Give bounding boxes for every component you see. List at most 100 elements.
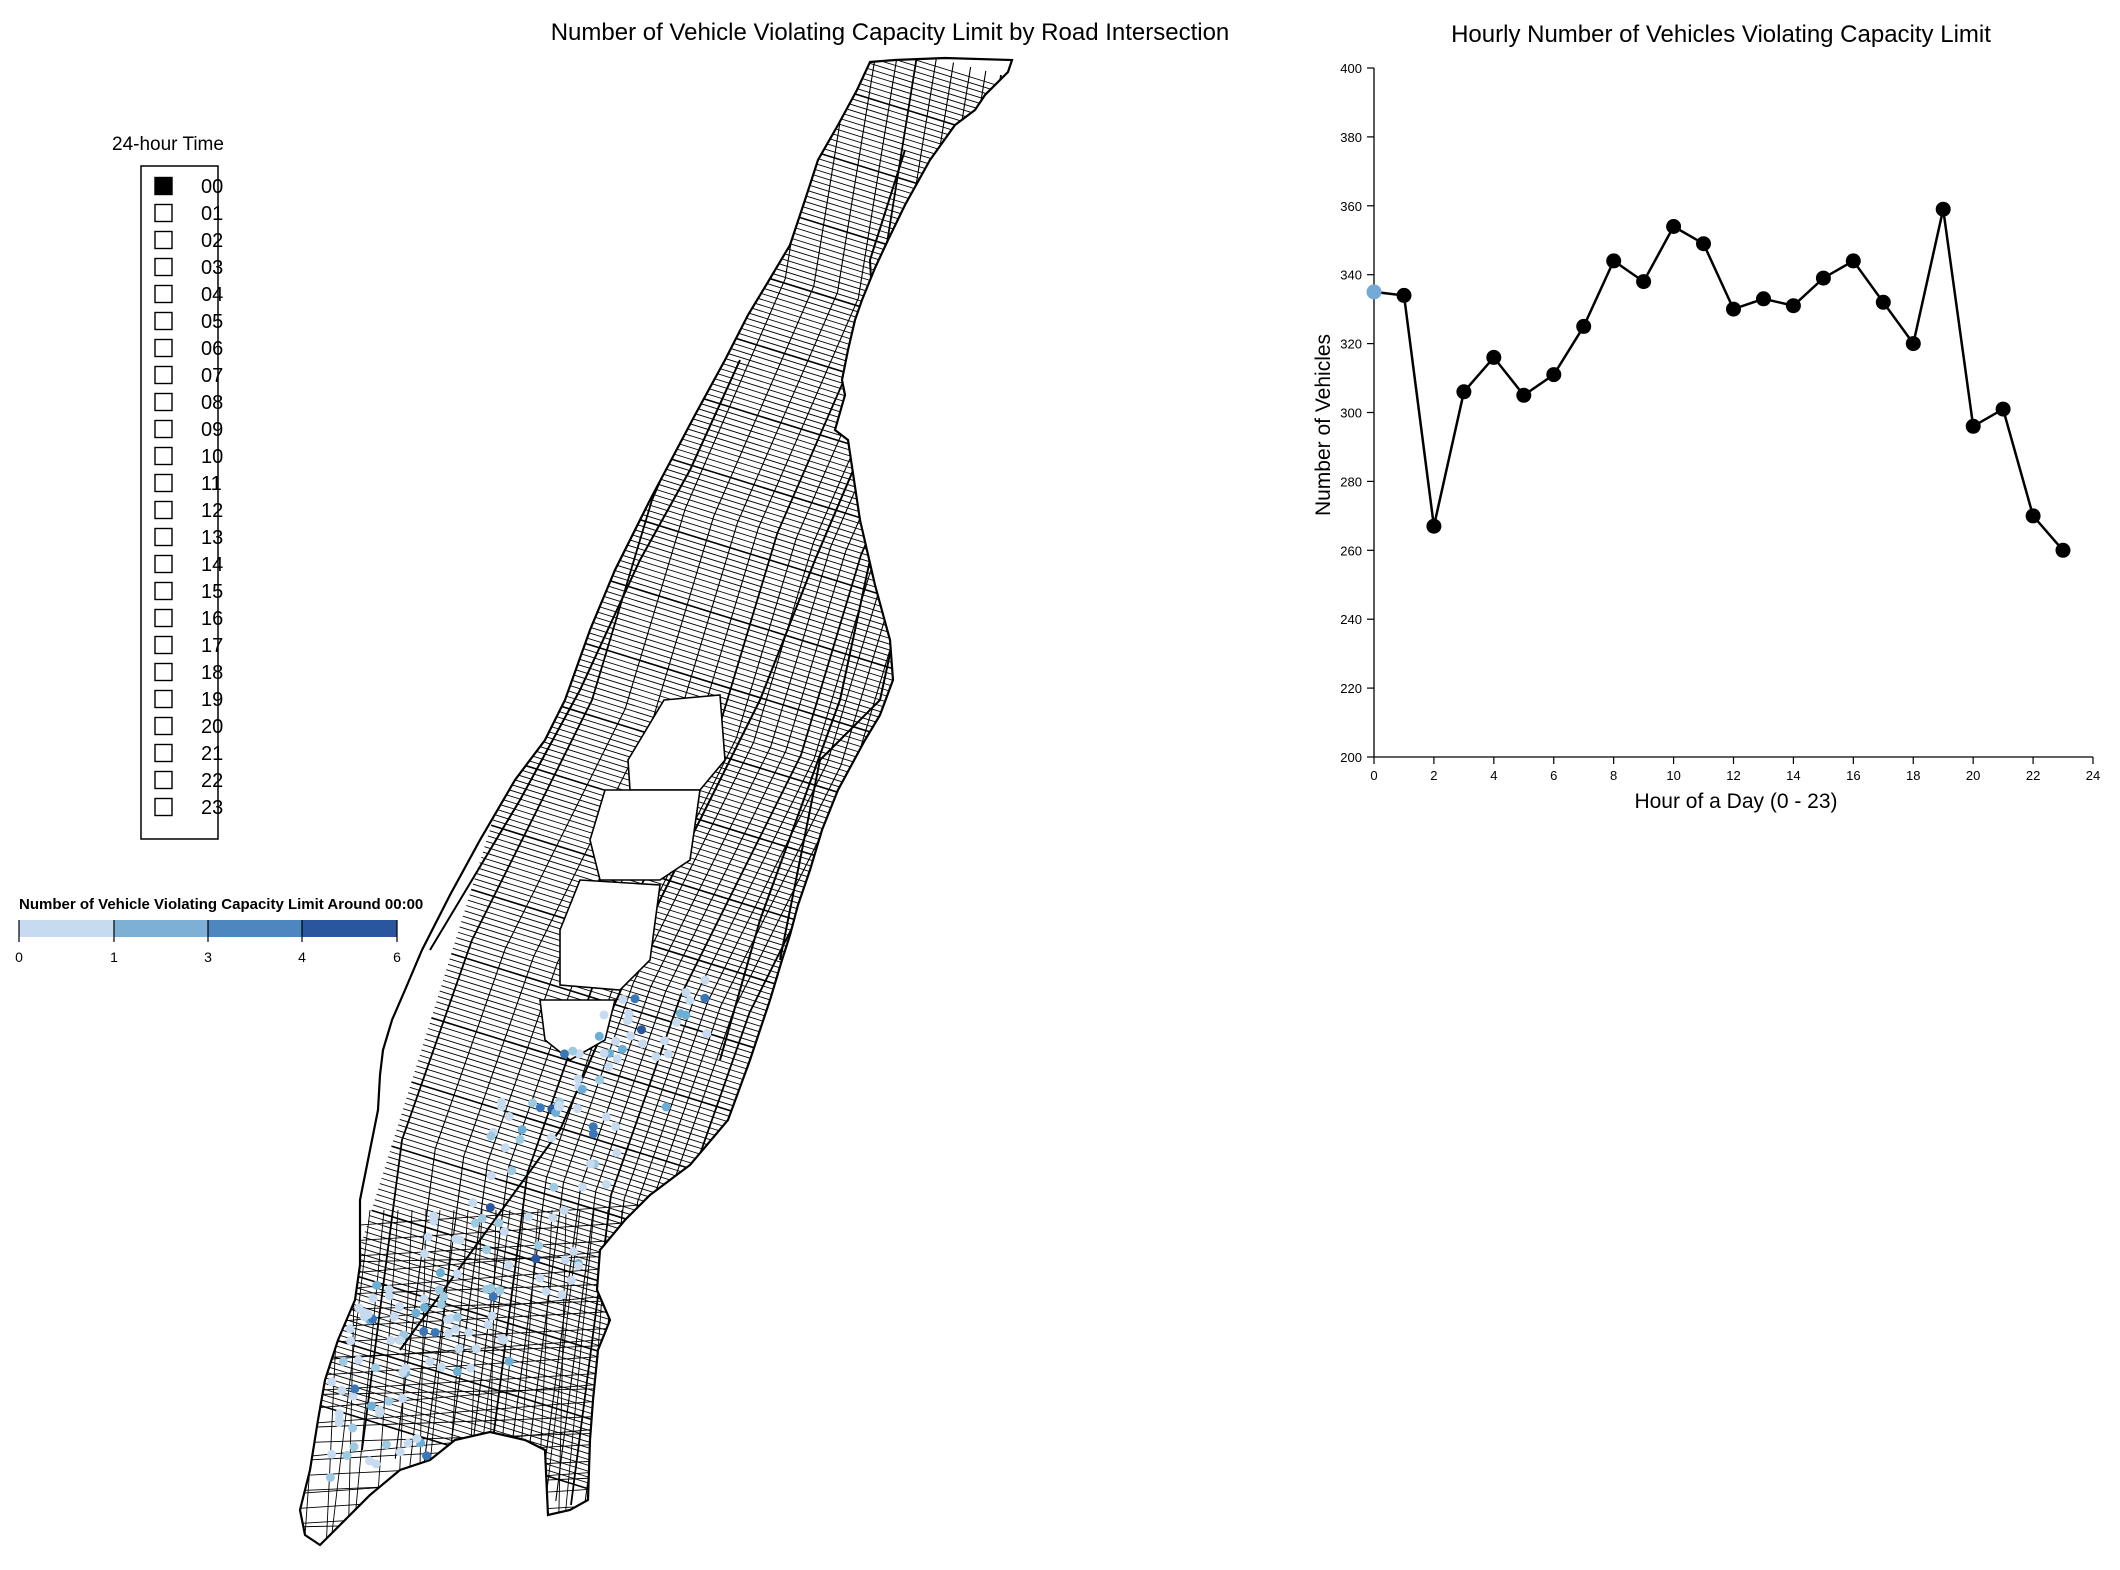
intersection-point [348, 1423, 358, 1433]
hour-selector[interactable]: 00 01 02 03 04 05 06 07 08 09 10 11 12 13 14 15 16 17 18 19… [154, 176, 223, 819]
hour-option-09[interactable]: 09 [154, 419, 223, 441]
intersection-point [453, 1312, 462, 1322]
hour-checkbox-10[interactable] [154, 446, 173, 466]
hour-checkbox-20[interactable] [154, 716, 173, 736]
hour-option-18[interactable]: 18 [154, 662, 223, 684]
hour-option-20[interactable]: 20 [154, 716, 223, 738]
hour-checkbox-09[interactable] [154, 419, 173, 439]
data-point [1935, 201, 1951, 217]
cross-street [574, 557, 1012, 713]
hour-option-15[interactable]: 15 [154, 581, 223, 603]
hour-option-16[interactable]: 16 [154, 608, 223, 630]
hour-option-08[interactable]: 08 [154, 392, 223, 414]
intersection-point [569, 1246, 578, 1256]
intersection-point [504, 1112, 514, 1121]
hour-option-12[interactable]: 12 [154, 500, 223, 522]
hour-option-21[interactable]: 21 [154, 743, 223, 765]
cross-street [695, 167, 1012, 323]
intersection-point [624, 1008, 634, 1018]
hour-checkbox-15[interactable] [154, 581, 173, 601]
hour-option-14[interactable]: 14 [154, 554, 223, 576]
hour-option-03[interactable]: 03 [154, 257, 223, 279]
hour-option-06[interactable]: 06 [154, 338, 223, 360]
cross-street [726, 65, 1012, 221]
cross-street [582, 530, 1012, 686]
y-tick-label: 360 [1340, 199, 1362, 214]
cross-street [602, 466, 1012, 622]
cross-street [552, 626, 1012, 783]
cross-street [604, 461, 1012, 617]
y-tick-label: 400 [1340, 61, 1362, 76]
park [627, 694, 726, 791]
hour-option-10[interactable]: 10 [154, 446, 223, 468]
park [559, 879, 661, 991]
hour-option-00[interactable]: 00 [154, 176, 223, 198]
hour-checkbox-01[interactable] [154, 203, 173, 223]
cross-street [545, 648, 1012, 804]
intersection-point [486, 1171, 496, 1181]
hour-option-22[interactable]: 22 [154, 770, 223, 792]
hour-checkbox-23[interactable] [154, 797, 173, 817]
intersection-point [327, 1377, 337, 1387]
cross-street [484, 846, 982, 1002]
hour-option-04[interactable]: 04 [154, 284, 223, 306]
cross-street [730, 58, 1012, 211]
hour-checkbox-05[interactable] [154, 311, 173, 331]
hour-checkbox-07[interactable] [154, 365, 173, 385]
hour-checkbox-13[interactable] [154, 527, 173, 547]
intersection-point [395, 1447, 405, 1457]
cross-street [550, 632, 1012, 788]
intersection-point [375, 1408, 385, 1418]
intersection-point [443, 1329, 453, 1339]
data-point [1666, 219, 1682, 234]
hour-checkbox-18[interactable] [154, 662, 173, 682]
cross-street [447, 963, 945, 1120]
hour-option-11[interactable]: 11 [154, 473, 222, 495]
cross-street [690, 182, 1012, 339]
cross-street [660, 279, 1012, 435]
hour-checkbox-22[interactable] [154, 770, 173, 790]
color-scale-tick-label: 6 [393, 949, 401, 965]
hour-option-07[interactable]: 07 [154, 365, 223, 387]
hour-checkbox-12[interactable] [154, 500, 173, 520]
intersection-point [425, 1357, 435, 1367]
cross-street [698, 156, 1012, 312]
downtown-street [300, 1431, 641, 1444]
cross-street [710, 118, 1012, 275]
data-point [1456, 384, 1472, 400]
hour-option-13[interactable]: 13 [154, 527, 223, 549]
hour-checkbox-14[interactable] [154, 554, 173, 574]
hour-option-19[interactable]: 19 [154, 689, 223, 711]
hour-checkbox-21[interactable] [154, 743, 173, 763]
downtown-street [300, 1353, 641, 1378]
cross-street [554, 621, 1012, 777]
hour-checkbox-04[interactable] [154, 284, 173, 304]
x-tick-label: 6 [1550, 768, 1557, 783]
intersection-point [495, 1286, 505, 1296]
cross-street [702, 145, 1012, 301]
hour-checkbox-11[interactable] [154, 473, 173, 493]
hour-option-02[interactable]: 02 [154, 230, 223, 252]
hour-checkbox-02[interactable] [154, 230, 173, 250]
cross-street [712, 113, 1012, 269]
hour-option-17[interactable]: 17 [154, 635, 223, 657]
hour-checkbox-19[interactable] [154, 689, 173, 709]
hour-checkbox-16[interactable] [154, 608, 173, 628]
cross-street [668, 252, 1012, 408]
hour-checkbox-00[interactable] [154, 176, 173, 196]
manhattan-road-map[interactable] [260, 7, 1242, 1564]
hour-option-23[interactable]: 23 [154, 797, 223, 819]
cross-street [623, 397, 1012, 553]
hour-label-09: 09 [201, 419, 223, 441]
hour-option-01[interactable]: 01 [154, 203, 223, 225]
hour-checkbox-03[interactable] [154, 257, 173, 277]
hour-option-05[interactable]: 05 [154, 311, 223, 333]
hour-checkbox-17[interactable] [154, 635, 173, 655]
intersection-point [601, 1112, 611, 1122]
park [539, 999, 617, 1061]
hour-legend-title: 24-hour Time [112, 134, 224, 155]
data-point [1815, 270, 1831, 286]
hour-checkbox-08[interactable] [154, 392, 173, 412]
hour-checkbox-06[interactable] [154, 338, 173, 358]
